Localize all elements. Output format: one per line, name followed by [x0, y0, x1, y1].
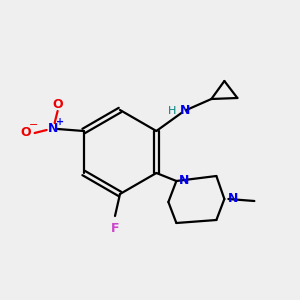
Text: N: N [228, 191, 239, 205]
Text: O: O [20, 127, 31, 140]
Text: N: N [179, 173, 190, 187]
Text: +: + [56, 117, 64, 127]
Text: N: N [180, 104, 191, 118]
Text: F: F [111, 222, 119, 235]
Text: O: O [52, 98, 63, 112]
Text: H: H [168, 106, 176, 116]
Text: N: N [47, 122, 58, 136]
Text: −: − [29, 120, 38, 130]
